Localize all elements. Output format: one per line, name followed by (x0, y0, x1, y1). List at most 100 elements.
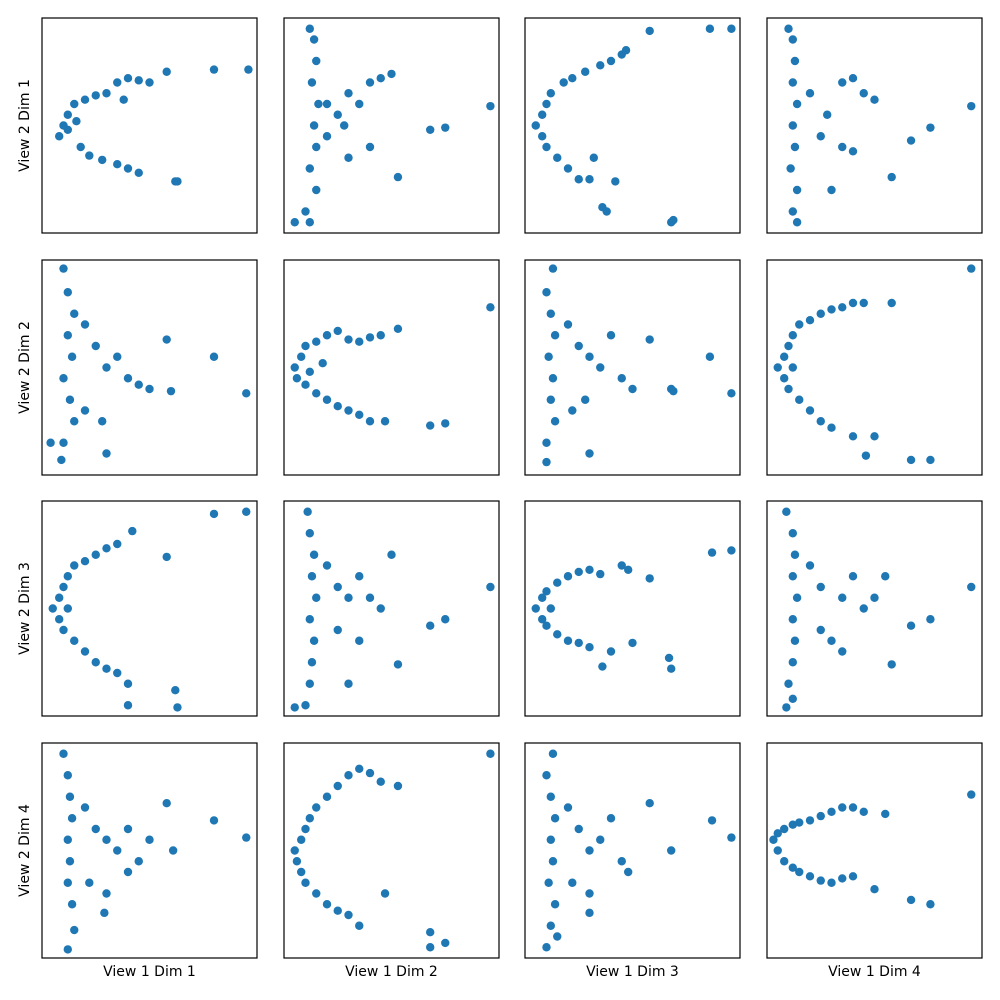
point (967, 264, 976, 273)
point (568, 878, 577, 887)
point (870, 885, 879, 894)
y-axis-label: View 2 Dim 2 (17, 321, 33, 414)
point (542, 457, 551, 467)
point (380, 889, 390, 898)
point (162, 799, 171, 808)
point (906, 136, 916, 145)
axes-frame (41, 259, 258, 476)
point (297, 867, 306, 877)
point (145, 835, 154, 844)
point (209, 816, 219, 825)
point (838, 874, 847, 883)
point (365, 78, 375, 87)
point (333, 625, 342, 635)
point (645, 799, 654, 808)
point (333, 906, 342, 915)
point (784, 679, 793, 688)
point (887, 660, 896, 669)
point (848, 432, 858, 441)
point (581, 395, 590, 404)
point (102, 835, 111, 844)
point (645, 574, 654, 583)
point (318, 359, 327, 368)
point (322, 99, 332, 109)
point (376, 331, 385, 340)
point (173, 703, 182, 712)
point (559, 78, 568, 87)
point (788, 658, 797, 667)
point (906, 621, 916, 630)
point (906, 895, 916, 905)
point (123, 867, 133, 877)
point (305, 164, 314, 173)
point (705, 24, 715, 33)
point (355, 764, 364, 773)
point (305, 218, 314, 227)
point (563, 164, 573, 173)
point (926, 123, 935, 132)
point (773, 829, 782, 838)
point (790, 550, 800, 559)
point (544, 352, 553, 361)
point (805, 872, 815, 881)
point (795, 818, 804, 827)
point (546, 309, 555, 318)
point (305, 679, 314, 688)
point (795, 320, 804, 329)
point (782, 703, 791, 712)
point (426, 125, 435, 134)
point (788, 207, 797, 216)
axes-frame (524, 742, 741, 959)
point (611, 177, 620, 186)
point (563, 636, 573, 645)
point (162, 552, 171, 562)
point (581, 67, 590, 76)
point (91, 341, 100, 351)
point (780, 857, 789, 866)
point (606, 647, 616, 656)
point (209, 509, 219, 519)
point (376, 74, 385, 83)
point (542, 142, 551, 152)
point (309, 121, 319, 130)
point (333, 402, 342, 411)
point (426, 421, 435, 430)
point (788, 572, 797, 581)
point (297, 352, 306, 361)
point (209, 65, 219, 74)
point (123, 824, 133, 834)
point (727, 389, 736, 398)
point (134, 168, 143, 177)
point (312, 142, 321, 152)
axes-frame (766, 742, 983, 959)
point (168, 846, 178, 855)
point (606, 56, 616, 66)
point (870, 432, 879, 441)
point (312, 185, 321, 195)
point (563, 320, 573, 329)
point (827, 878, 836, 887)
point (486, 582, 495, 592)
point (795, 395, 804, 404)
y-axis-label: View 2 Dim 3 (17, 562, 33, 655)
point (827, 305, 836, 314)
point (827, 185, 836, 195)
point (72, 117, 81, 126)
point (344, 335, 353, 344)
point (344, 679, 353, 688)
point (59, 625, 68, 635)
point (563, 803, 573, 812)
point (544, 878, 553, 887)
point (98, 155, 107, 165)
point (769, 835, 778, 844)
point (426, 943, 435, 952)
axes-frame (524, 500, 741, 717)
point (621, 46, 631, 55)
point (333, 110, 342, 119)
point (574, 175, 583, 184)
point (589, 153, 598, 162)
point (63, 878, 72, 887)
point (59, 582, 68, 592)
point (426, 621, 435, 630)
point (859, 604, 868, 613)
